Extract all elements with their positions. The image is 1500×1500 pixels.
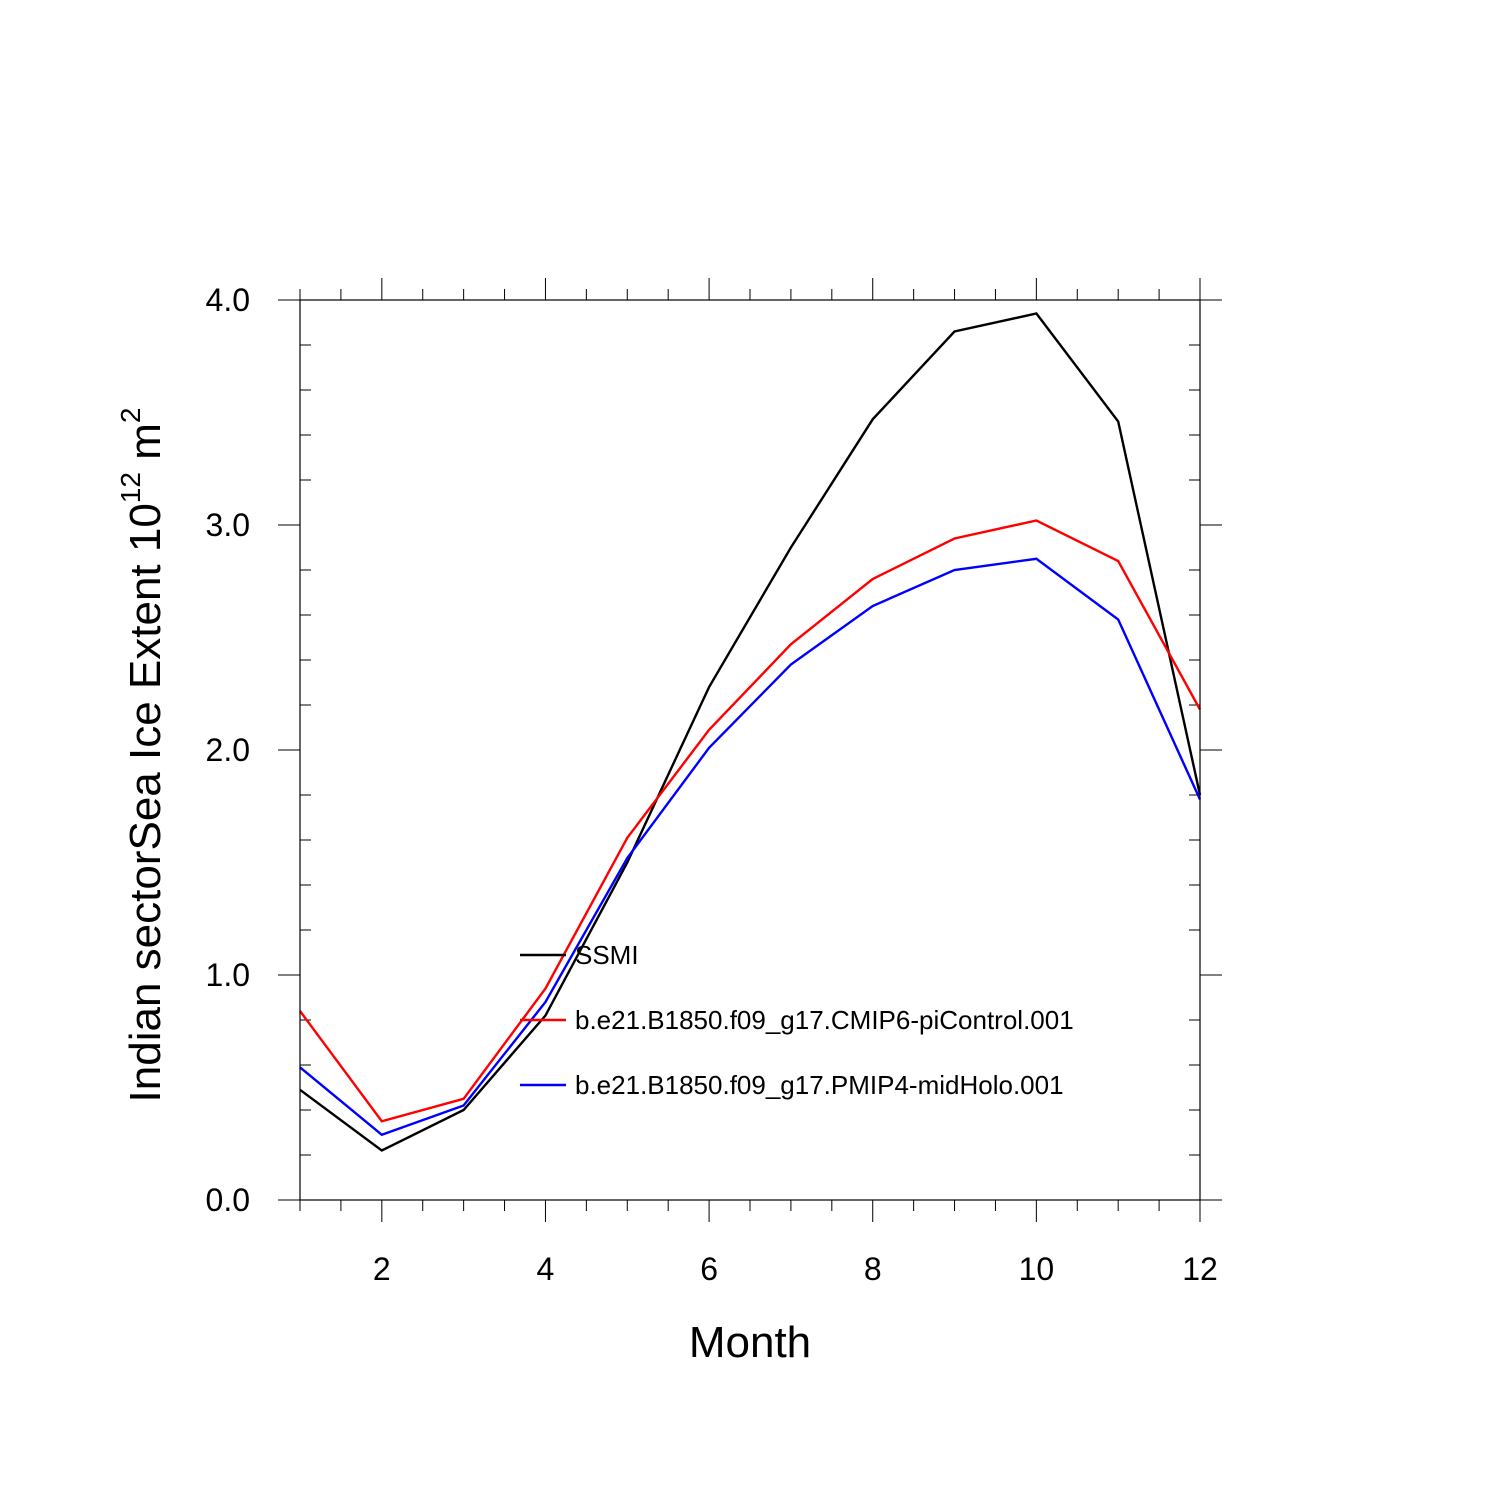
series-line-1	[299, 312, 1202, 1152]
x-tick-label: 2	[373, 1251, 391, 1287]
y-tick-label: 3.0	[206, 507, 250, 543]
x-tick-label: 6	[700, 1251, 718, 1287]
x-tick-label: 4	[537, 1251, 555, 1287]
y-tick-label: 4.0	[206, 282, 250, 318]
series-line-3	[299, 557, 1202, 1137]
legend-label: b.e21.B1850.f09_g17.CMIP6-piControl.001	[575, 1005, 1074, 1035]
plot-frame	[299, 299, 1201, 1201]
tick-marks	[278, 278, 1222, 1222]
x-tick-label: 12	[1182, 1251, 1218, 1287]
legend-label: b.e21.B1850.f09_g17.PMIP4-midHolo.001	[575, 1070, 1064, 1100]
y-tick-label: 2.0	[206, 732, 250, 768]
y-axis-title-unit: m	[121, 423, 170, 472]
y-axis-title-exponent: 12	[115, 472, 146, 503]
x-tick-label: 8	[864, 1251, 882, 1287]
y-tick-labels: 0.0 1.0 2.0 3.0 4.0	[206, 282, 250, 1218]
x-tick-labels: 2 4 6 8 10 12	[373, 1251, 1218, 1287]
legend-label: SSMI	[575, 940, 639, 970]
y-tick-label: 0.0	[206, 1182, 250, 1218]
y-axis-title-prefix: Indian sectorSea Ice Extent 10	[121, 503, 170, 1102]
y-tick-label: 1.0	[206, 957, 250, 993]
x-axis-title: Month	[689, 1318, 811, 1367]
series-line-2	[299, 519, 1202, 1123]
y-axis-title-unit-exponent: 2	[115, 408, 146, 424]
legend: SSMI b.e21.B1850.f09_g17.CMIP6-piControl.…	[520, 940, 1074, 1100]
x-tick-label: 10	[1019, 1251, 1055, 1287]
y-axis-title: Indian sectorSea Ice Extent 1012 m2	[115, 408, 170, 1103]
series-lines	[299, 312, 1202, 1152]
